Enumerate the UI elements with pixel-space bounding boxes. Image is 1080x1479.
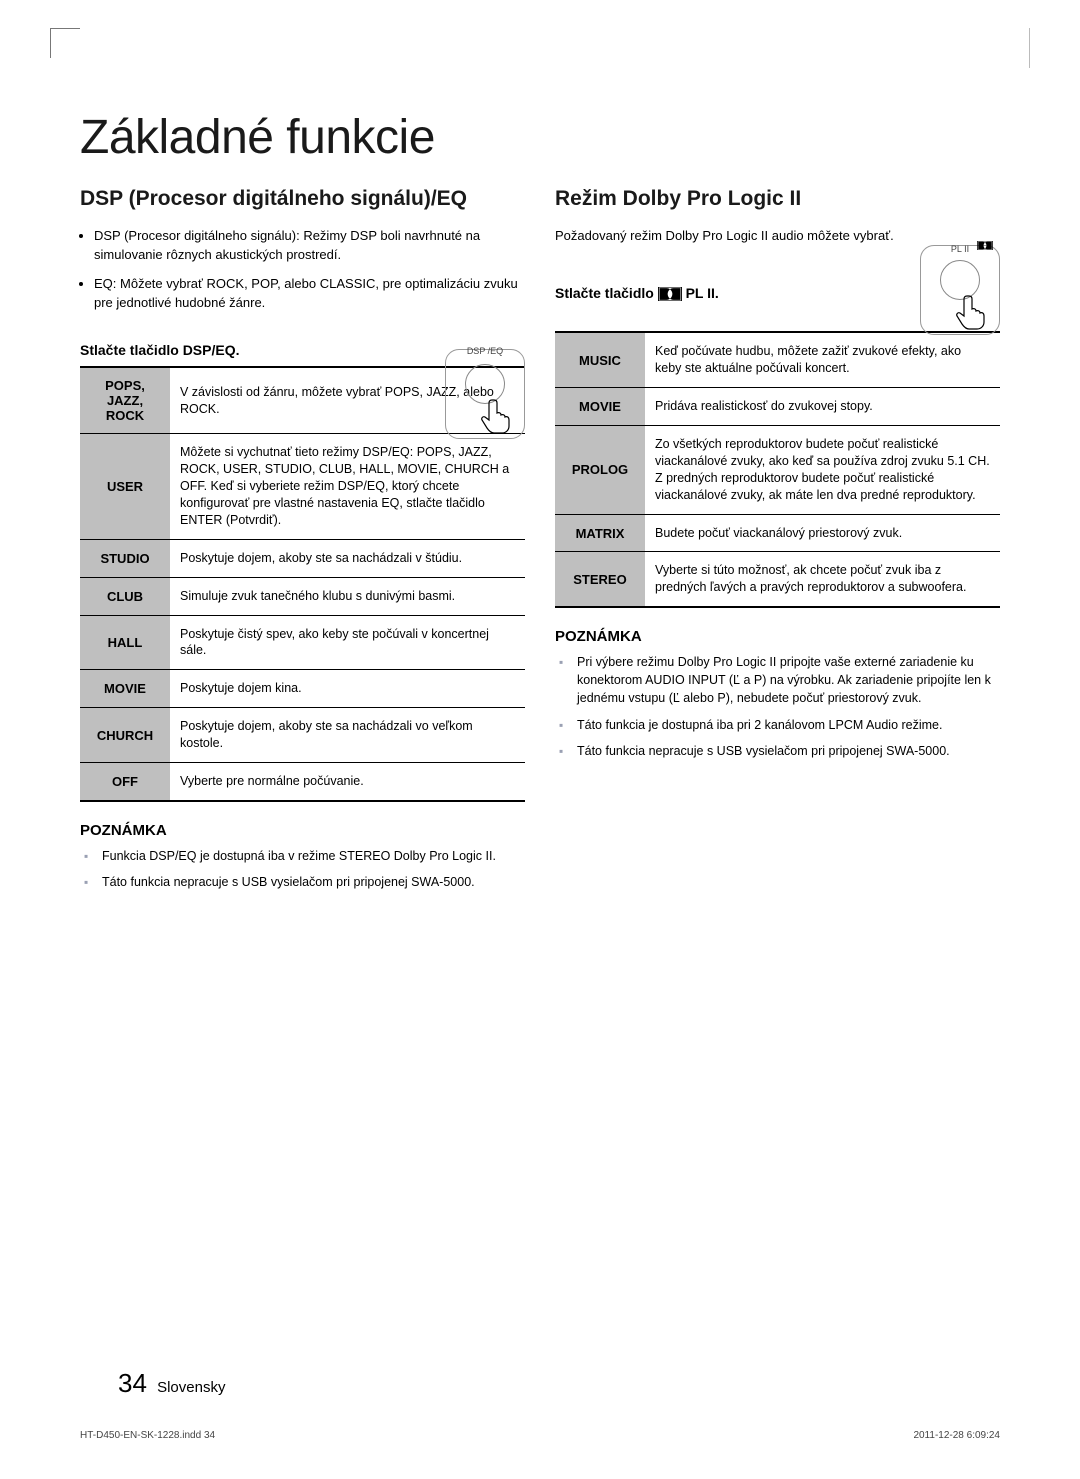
mode-name: HALL (80, 615, 170, 670)
table-row: CLUBSimuluje zvuk tanečného klubu s duni… (80, 577, 525, 615)
table-row: MUSICKeď počúvate hudbu, môžete zažiť zv… (555, 332, 1000, 387)
dolby-icon (977, 241, 993, 250)
note-heading: POZNÁMKA (555, 628, 1000, 645)
note-item: Táto funkcia nepracuje s USB vysielačom … (84, 873, 525, 891)
mode-desc: Poskytuje dojem, akoby ste sa nachádzali… (170, 708, 525, 763)
indd-file: HT-D450-EN-SK-1228.indd 34 (80, 1430, 215, 1441)
page-title: Základné funkcie (80, 110, 1000, 165)
mode-desc: Budete počuť viackanálový priestorový zv… (645, 514, 1000, 552)
mode-name: MOVIE (80, 670, 170, 708)
note-heading: POZNÁMKA (80, 822, 525, 839)
mode-name: POPS, JAZZ, ROCK (80, 367, 170, 434)
bullet: DSP (Procesor digitálneho signálu): Reži… (94, 227, 525, 265)
right-column: Režim Dolby Pro Logic II Požadovaný reži… (555, 187, 1000, 899)
mode-name: MATRIX (555, 514, 645, 552)
note-item: Táto funkcia je dostupná iba pri 2 kanál… (559, 716, 1000, 734)
dsp-bullets: DSP (Procesor digitálneho signálu): Reži… (80, 227, 525, 312)
mode-desc: Zo všetkých reproduktorov budete počuť r… (645, 426, 1000, 515)
note-item: Pri výbere režimu Dolby Pro Logic II pri… (559, 653, 1000, 707)
mode-name: USER (80, 434, 170, 539)
dsp-eq-button-diagram: DSP /EQ (445, 349, 525, 439)
print-date: 2011-12-28 6:09:24 (913, 1430, 1000, 1441)
mode-name: PROLOG (555, 426, 645, 515)
hand-icon (476, 392, 518, 434)
hand-icon (951, 288, 993, 330)
dolby-table: MUSICKeď počúvate hudbu, môžete zažiť zv… (555, 331, 1000, 608)
dsp-notes: Funkcia DSP/EQ je dostupná iba v režime … (80, 847, 525, 891)
page-footer: 34 Slovensky (118, 1368, 225, 1399)
button-label: DSP /EQ (446, 346, 524, 356)
mode-desc: Pridáva realistickosť do zvukovej stopy. (645, 388, 1000, 426)
action-suffix: PL II. (686, 285, 719, 301)
page-number: 34 (118, 1368, 147, 1398)
mode-name: STEREO (555, 552, 645, 607)
table-row: USERMôžete si vychutnať tieto režimy DSP… (80, 434, 525, 539)
table-row: MOVIEPridáva realistickosť do zvukovej s… (555, 388, 1000, 426)
table-row: MATRIXBudete počuť viackanálový priestor… (555, 514, 1000, 552)
action-prefix: Stlačte tlačidlo (555, 285, 658, 301)
mode-desc: Vyberte si túto možnosť, ak chcete počuť… (645, 552, 1000, 607)
mode-desc: Môžete si vychutnať tieto režimy DSP/EQ:… (170, 434, 525, 539)
table-row: PROLOGZo všetkých reproduktorov budete p… (555, 426, 1000, 515)
mode-name: OFF (80, 762, 170, 800)
table-row: STEREOVyberte si túto možnosť, ak chcete… (555, 552, 1000, 607)
mode-desc: Keď počúvate hudbu, môžete zažiť zvukové… (645, 332, 1000, 387)
table-row: STUDIOPoskytuje dojem, akoby ste sa nach… (80, 539, 525, 577)
dolby-icon (658, 287, 682, 301)
table-row: CHURCHPoskytuje dojem, akoby ste sa nach… (80, 708, 525, 763)
crop-mark (1028, 28, 1030, 68)
note-item: Táto funkcia nepracuje s USB vysielačom … (559, 742, 1000, 760)
mode-name: STUDIO (80, 539, 170, 577)
mode-name: CLUB (80, 577, 170, 615)
bullet: EQ: Môžete vybrať ROCK, POP, alebo CLASS… (94, 275, 525, 313)
mode-name: MOVIE (555, 388, 645, 426)
mode-desc: Poskytuje čistý spev, ako keby ste počúv… (170, 615, 525, 670)
mode-desc: Poskytuje dojem, akoby ste sa nachádzali… (170, 539, 525, 577)
page-lang: Slovensky (157, 1379, 225, 1396)
table-row: MOVIEPoskytuje dojem kina. (80, 670, 525, 708)
mode-desc: Vyberte pre normálne počúvanie. (170, 762, 525, 800)
button-label: PL II (921, 244, 999, 254)
dolby-notes: Pri výbere režimu Dolby Pro Logic II pri… (555, 653, 1000, 760)
mode-name: CHURCH (80, 708, 170, 763)
mode-desc: Simuluje zvuk tanečného klubu s dunivými… (170, 577, 525, 615)
table-row: OFFVyberte pre normálne počúvanie. (80, 762, 525, 800)
mode-desc: Poskytuje dojem kina. (170, 670, 525, 708)
table-row: HALLPoskytuje čistý spev, ako keby ste p… (80, 615, 525, 670)
left-column: DSP (Procesor digitálneho signálu)/EQ DS… (80, 187, 525, 899)
dolby-subtitle: Režim Dolby Pro Logic II (555, 187, 1000, 211)
crop-mark (50, 28, 80, 58)
dolby-intro: Požadovaný režim Dolby Pro Logic II audi… (555, 227, 1000, 245)
mode-name: MUSIC (555, 332, 645, 387)
dsp-subtitle: DSP (Procesor digitálneho signálu)/EQ (80, 187, 525, 211)
plii-button-diagram: PL II (920, 245, 1000, 335)
note-item: Funkcia DSP/EQ je dostupná iba v režime … (84, 847, 525, 865)
